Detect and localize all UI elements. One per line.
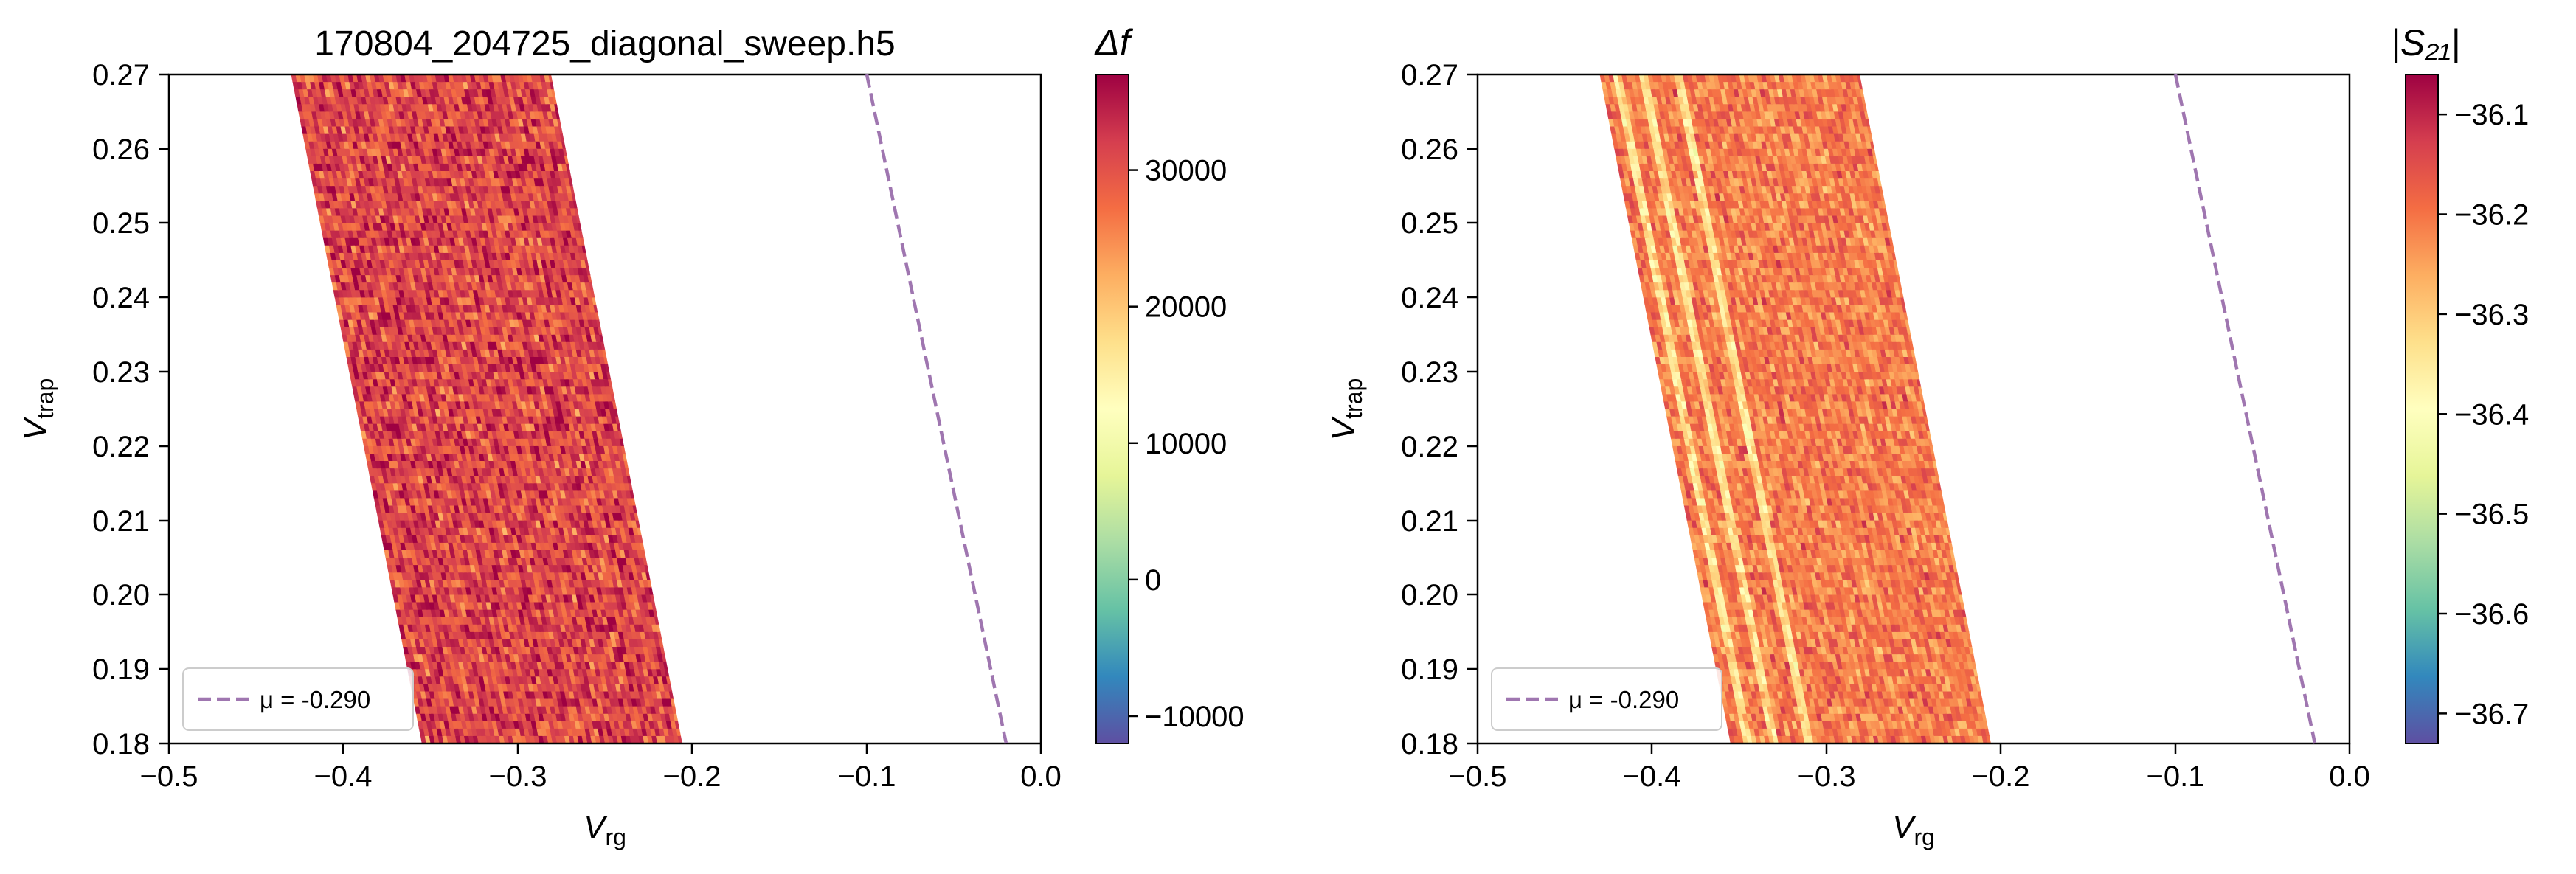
panel-left: 170804_204725_diagonal_sweep.h5 −0.5 −0.…: [17, 22, 1244, 850]
panel-left-title: 170804_204725_diagonal_sweep.h5: [314, 24, 895, 63]
heatmap-cell: [677, 735, 682, 743]
heatmap-left: [291, 74, 682, 743]
